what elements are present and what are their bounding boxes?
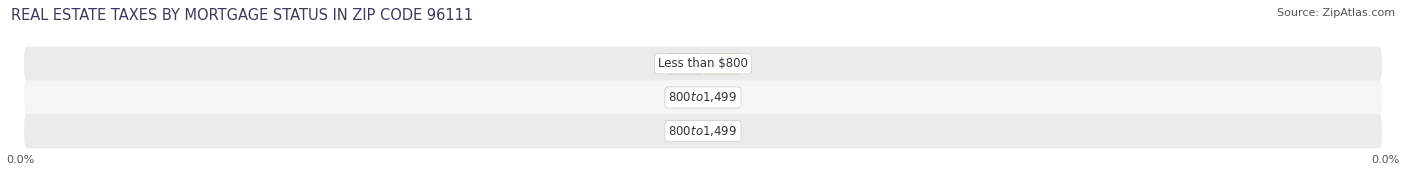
Text: Less than $800: Less than $800 [658,57,748,70]
Text: 0.0%: 0.0% [709,59,738,69]
FancyBboxPatch shape [703,53,741,74]
FancyBboxPatch shape [24,80,1382,115]
FancyBboxPatch shape [703,87,741,108]
FancyBboxPatch shape [703,121,741,142]
FancyBboxPatch shape [24,47,1382,81]
Text: REAL ESTATE TAXES BY MORTGAGE STATUS IN ZIP CODE 96111: REAL ESTATE TAXES BY MORTGAGE STATUS IN … [11,8,474,23]
Text: $800 to $1,499: $800 to $1,499 [668,124,738,138]
Text: 0.0%: 0.0% [709,126,738,136]
FancyBboxPatch shape [665,87,703,108]
Text: Source: ZipAtlas.com: Source: ZipAtlas.com [1277,8,1395,18]
Text: $800 to $1,499: $800 to $1,499 [668,90,738,105]
Text: 0.0%: 0.0% [668,126,697,136]
Text: 0.0%: 0.0% [668,59,697,69]
FancyBboxPatch shape [24,114,1382,148]
Text: 0.0%: 0.0% [668,92,697,103]
FancyBboxPatch shape [665,121,703,142]
Text: 0.0%: 0.0% [709,92,738,103]
FancyBboxPatch shape [665,53,703,74]
